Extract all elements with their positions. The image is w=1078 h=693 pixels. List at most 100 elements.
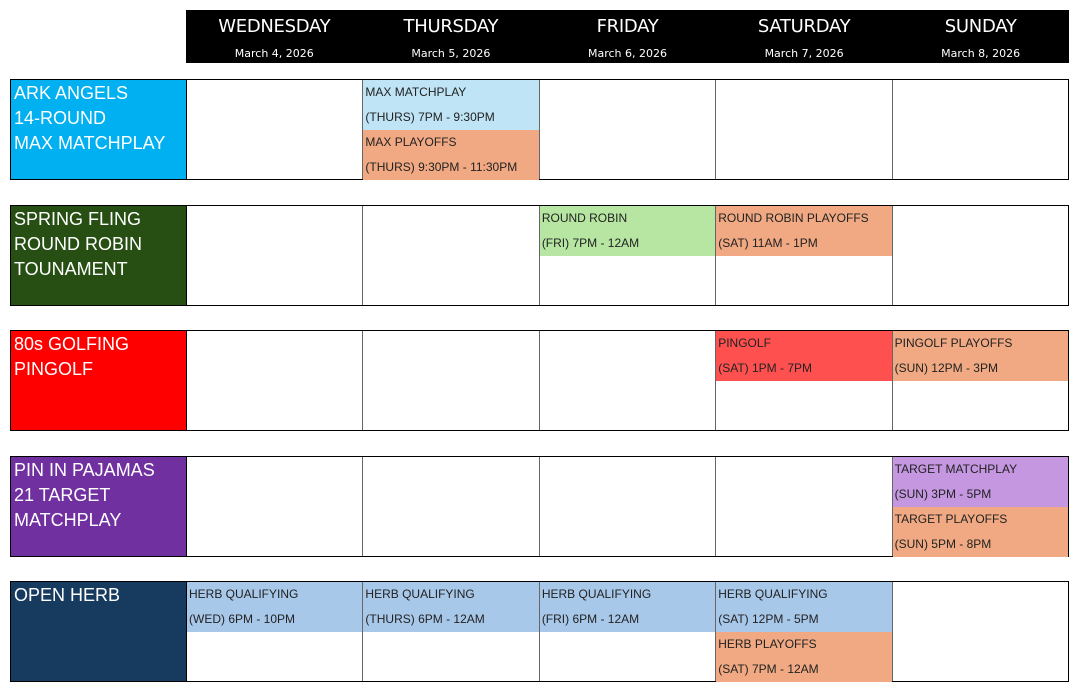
day-date: March 7, 2026: [764, 47, 844, 60]
day-cell-friday[interactable]: [540, 331, 717, 430]
group-label-line: OPEN HERB: [14, 585, 121, 605]
day-cell-thursday[interactable]: [363, 457, 540, 556]
day-cell-saturday[interactable]: ROUND ROBIN PLAYOFFS (SAT) 11AM - 1PM: [716, 206, 893, 305]
day-header-saturday: SATURDAY March 7, 2026: [716, 10, 893, 63]
event-group-label: PIN IN PAJAMAS 21 TARGET MATCHPLAY: [11, 457, 187, 556]
day-cell-saturday[interactable]: HERB QUALIFYING (SAT) 12PM - 5PM HERB PLAY…: [716, 582, 893, 682]
event-time: (SAT) 12PM - 5PM: [718, 612, 819, 626]
event-block[interactable]: HERB QUALIFYING (FRI) 6PM - 12AM: [539, 582, 716, 632]
day-cell-wednesday[interactable]: HERB QUALIFYING (WED) 6PM - 10PM: [187, 582, 364, 681]
group-label-line: 21 TARGET: [14, 485, 111, 505]
event-block[interactable]: TARGET MATCHPLAY (SUN) 3PM - 5PM: [892, 457, 1069, 507]
day-header-friday: FRIDAY March 6, 2026: [539, 10, 716, 63]
day-date: March 5, 2026: [411, 47, 491, 60]
event-time: (SAT) 11AM - 1PM: [718, 236, 818, 250]
day-header-row: WEDNESDAY March 4, 2026 THURSDAY March 5, 2…: [186, 10, 1069, 63]
event-group-row: ARK ANGELS 14-ROUND MAX MATCHPLAY MAX MATCH…: [10, 79, 1069, 180]
day-cell-sunday[interactable]: PINGOLF PLAYOFFS (SUN) 12PM - 3PM: [892, 331, 1069, 430]
event-block[interactable]: ROUND ROBIN (FRI) 7PM - 12AM: [539, 206, 716, 256]
event-title: PINGOLF: [718, 336, 771, 350]
event-time: (THURS) 9:30PM - 11:30PM: [365, 160, 518, 174]
event-group-row: OPEN HERB HERB QUALIFYING (WED) 6PM - 10PM…: [10, 581, 1069, 682]
event-block[interactable]: ROUND ROBIN PLAYOFFS (SAT) 11AM - 1PM: [716, 206, 892, 256]
event-block[interactable]: HERB QUALIFYING (WED) 6PM - 10PM: [187, 582, 363, 632]
day-name: FRIDAY: [596, 16, 659, 37]
day-date: March 4, 2026: [234, 47, 314, 60]
event-title: MAX PLAYOFFS: [365, 135, 457, 149]
event-time: (SUN) 12PM - 3PM: [894, 361, 998, 375]
day-cell-friday[interactable]: HERB QUALIFYING (FRI) 6PM - 12AM: [539, 582, 717, 681]
day-cell-saturday[interactable]: [716, 457, 893, 556]
day-header-sunday: SUNDAY March 8, 2026: [892, 10, 1069, 63]
event-group-row: 80s GOLFING PINGOLF PINGOLF (SAT) 1PM - 7PM…: [10, 330, 1069, 431]
day-name: SATURDAY: [757, 16, 851, 37]
event-block[interactable]: HERB QUALIFYING (THURS) 6PM - 12AM: [363, 582, 539, 632]
day-date: March 6, 2026: [587, 47, 667, 60]
event-block[interactable]: HERB QUALIFYING (SAT) 12PM - 5PM: [716, 582, 892, 632]
event-group-label: OPEN HERB: [11, 582, 187, 681]
event-group-label: ARK ANGELS 14-ROUND MAX MATCHPLAY: [11, 80, 187, 179]
group-label-line: MATCHPLAY: [14, 510, 122, 530]
event-time: (SAT) 7PM - 12AM: [718, 662, 819, 676]
event-time: (SUN) 5PM - 8PM: [894, 537, 992, 551]
event-title: ROUND ROBIN: [541, 211, 628, 225]
event-time: (FRI) 6PM - 12AM: [541, 612, 640, 626]
day-cell-thursday[interactable]: MAX MATCHPLAY (THURS) 7PM - 9:30PM MAX PLA…: [363, 80, 540, 180]
event-group-label: 80s GOLFING PINGOLF: [11, 331, 187, 430]
day-cell-sunday[interactable]: [893, 80, 1068, 179]
day-name: THURSDAY: [403, 16, 499, 37]
event-title: ROUND ROBIN PLAYOFFS: [718, 211, 869, 225]
event-block[interactable]: TARGET PLAYOFFS (SUN) 5PM - 8PM: [892, 507, 1069, 557]
day-header-thursday: THURSDAY March 5, 2026: [363, 10, 540, 63]
day-cell-friday[interactable]: [540, 80, 717, 179]
event-block[interactable]: PINGOLF PLAYOFFS (SUN) 12PM - 3PM: [892, 331, 1069, 381]
day-cell-wednesday[interactable]: [187, 331, 364, 430]
event-time: (SAT) 1PM - 7PM: [718, 361, 813, 375]
event-time: (THURS) 7PM - 9:30PM: [365, 110, 495, 124]
event-title: TARGET PLAYOFFS: [894, 512, 1008, 526]
event-title: PINGOLF PLAYOFFS: [894, 336, 1013, 350]
group-label-line: PIN IN PAJAMAS: [14, 460, 155, 480]
day-date: March 8, 2026: [941, 47, 1021, 60]
group-label-line: SPRING FLING: [14, 209, 142, 229]
event-time: (SUN) 3PM - 5PM: [894, 487, 992, 501]
day-header-wednesday: WEDNESDAY March 4, 2026: [186, 10, 363, 63]
event-title: HERB PLAYOFFS: [718, 637, 817, 651]
day-cell-saturday[interactable]: [716, 80, 893, 179]
event-title: HERB QUALIFYING: [718, 587, 828, 601]
day-cell-thursday[interactable]: HERB QUALIFYING (THURS) 6PM - 12AM: [363, 582, 540, 681]
day-cell-sunday[interactable]: [893, 206, 1068, 305]
day-cell-wednesday[interactable]: [187, 206, 364, 305]
group-label-line: MAX MATCHPLAY: [14, 133, 166, 153]
event-block[interactable]: MAX PLAYOFFS (THURS) 9:30PM - 11:30PM: [363, 130, 539, 180]
day-name: WEDNESDAY: [218, 16, 331, 37]
event-block[interactable]: PINGOLF (SAT) 1PM - 7PM: [716, 331, 892, 381]
day-cell-wednesday[interactable]: [187, 80, 364, 179]
event-group-row: SPRING FLING ROUND ROBIN TOUNAMENT ROUND RO…: [10, 205, 1069, 306]
group-label-line: PINGOLF: [14, 359, 94, 379]
event-title: MAX MATCHPLAY: [365, 85, 467, 99]
event-time: (FRI) 7PM - 12AM: [541, 236, 640, 250]
event-title: HERB QUALIFYING: [541, 587, 652, 601]
day-cell-thursday[interactable]: [363, 331, 540, 430]
event-block[interactable]: MAX MATCHPLAY (THURS) 7PM - 9:30PM: [363, 80, 539, 130]
event-group-label: SPRING FLING ROUND ROBIN TOUNAMENT: [11, 206, 187, 305]
day-cell-wednesday[interactable]: [187, 457, 364, 556]
day-cell-friday[interactable]: [540, 457, 717, 556]
event-time: (THURS) 6PM - 12AM: [365, 612, 485, 626]
event-title: HERB QUALIFYING: [189, 587, 299, 601]
event-block[interactable]: HERB PLAYOFFS (SAT) 7PM - 12AM: [716, 632, 892, 682]
day-cell-sunday[interactable]: TARGET MATCHPLAY (SUN) 3PM - 5PM TARGET PL…: [892, 457, 1069, 557]
event-time: (WED) 6PM - 10PM: [189, 612, 296, 626]
day-cell-sunday[interactable]: [893, 582, 1068, 681]
day-name: SUNDAY: [944, 16, 1017, 37]
group-label-line: TOUNAMENT: [14, 259, 128, 279]
event-group-row: PIN IN PAJAMAS 21 TARGET MATCHPLAY TARGET M…: [10, 456, 1069, 557]
event-title: HERB QUALIFYING: [365, 587, 475, 601]
day-cell-saturday[interactable]: PINGOLF (SAT) 1PM - 7PM: [716, 331, 893, 430]
group-label-line: ARK ANGELS: [14, 83, 129, 103]
group-label-line: 14-ROUND: [14, 108, 107, 128]
event-title: TARGET MATCHPLAY: [894, 462, 1018, 476]
day-cell-thursday[interactable]: [363, 206, 540, 305]
day-cell-friday[interactable]: ROUND ROBIN (FRI) 7PM - 12AM: [539, 206, 717, 305]
